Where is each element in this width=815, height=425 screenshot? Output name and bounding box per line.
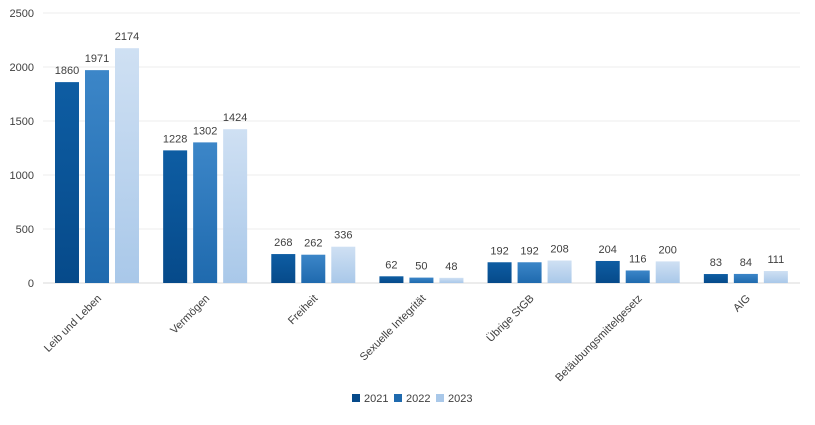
legend-label-2021: 2021 [364, 393, 388, 405]
data-label: 192 [490, 245, 508, 257]
y-tick-label: 1000 [10, 170, 34, 182]
data-label: 200 [659, 244, 677, 256]
bars [55, 48, 788, 284]
x-category-label: Übrige StGB [485, 293, 537, 345]
x-category-label: Vermögen [168, 293, 212, 337]
data-label: 62 [385, 259, 397, 271]
x-category-label: Betäubungsmittelgesetz [553, 293, 645, 385]
bar-2021 [703, 274, 728, 283]
y-tick-label: 1500 [10, 116, 34, 128]
y-tick-label: 0 [28, 278, 34, 290]
bar-2021 [271, 254, 296, 283]
legend-swatch-2021 [352, 394, 360, 402]
data-label: 1971 [85, 53, 109, 65]
bar-2021 [487, 262, 512, 283]
legend: 2021 2022 2023 [352, 393, 472, 405]
bar-2021 [55, 82, 79, 284]
legend-label-2023: 2023 [448, 393, 472, 405]
bar-2023 [547, 260, 572, 283]
data-label: 336 [334, 230, 352, 242]
data-label: 208 [550, 244, 568, 256]
legend-swatch-2023 [436, 394, 444, 402]
data-label: 111 [767, 254, 784, 266]
x-category-label: AIG [731, 293, 753, 315]
data-label: 83 [710, 257, 722, 269]
data-label: 2174 [115, 31, 139, 43]
data-label: 268 [274, 237, 292, 249]
bar-2021 [379, 276, 404, 283]
bar-2022 [301, 254, 326, 283]
bar-2023 [331, 246, 356, 283]
bar-2023 [115, 48, 139, 283]
legend-label-2022: 2022 [406, 393, 430, 405]
data-label: 1228 [163, 133, 187, 145]
y-tick-label: 500 [16, 224, 34, 236]
data-label: 1860 [55, 65, 79, 77]
bar-2023 [223, 129, 248, 283]
x-category-label: Freiheit [286, 293, 320, 327]
data-label: 204 [599, 244, 617, 256]
bar-2022 [193, 142, 218, 283]
y-tick-label: 2500 [10, 8, 34, 20]
bar-2022 [733, 273, 758, 283]
bar-2021 [163, 150, 188, 283]
y-axis: 0 500 1000 1500 2000 2500 [10, 8, 34, 290]
x-category-label: Sexuelle Integrität [358, 293, 429, 364]
data-label: 192 [520, 245, 538, 257]
data-label: 1302 [193, 125, 217, 137]
data-label: 116 [629, 253, 647, 265]
bar-2023 [655, 261, 680, 283]
bar-2021 [595, 260, 620, 283]
data-label: 262 [304, 238, 322, 250]
gridlines [43, 12, 800, 284]
y-tick-label: 2000 [10, 62, 34, 74]
data-label: 48 [445, 261, 457, 273]
bar-2022 [625, 270, 650, 283]
data-label: 84 [740, 257, 752, 269]
bar-2023 [763, 271, 788, 283]
data-label: 1424 [223, 112, 247, 124]
data-labels: 1860 1971 2174 1228 1302 1424 268 262 336 62 50 48 1… [55, 31, 784, 273]
bar-2022 [409, 277, 434, 283]
bar-2022 [517, 262, 542, 283]
x-category-label: Leib und Leben [42, 293, 104, 355]
bar-2023 [439, 277, 464, 283]
x-axis: Leib und Leben Vermögen Freiheit Sexuelle I… [42, 293, 753, 385]
legend-swatch-2022 [394, 394, 402, 402]
data-label: 50 [415, 261, 427, 273]
bar-2022 [85, 70, 109, 283]
